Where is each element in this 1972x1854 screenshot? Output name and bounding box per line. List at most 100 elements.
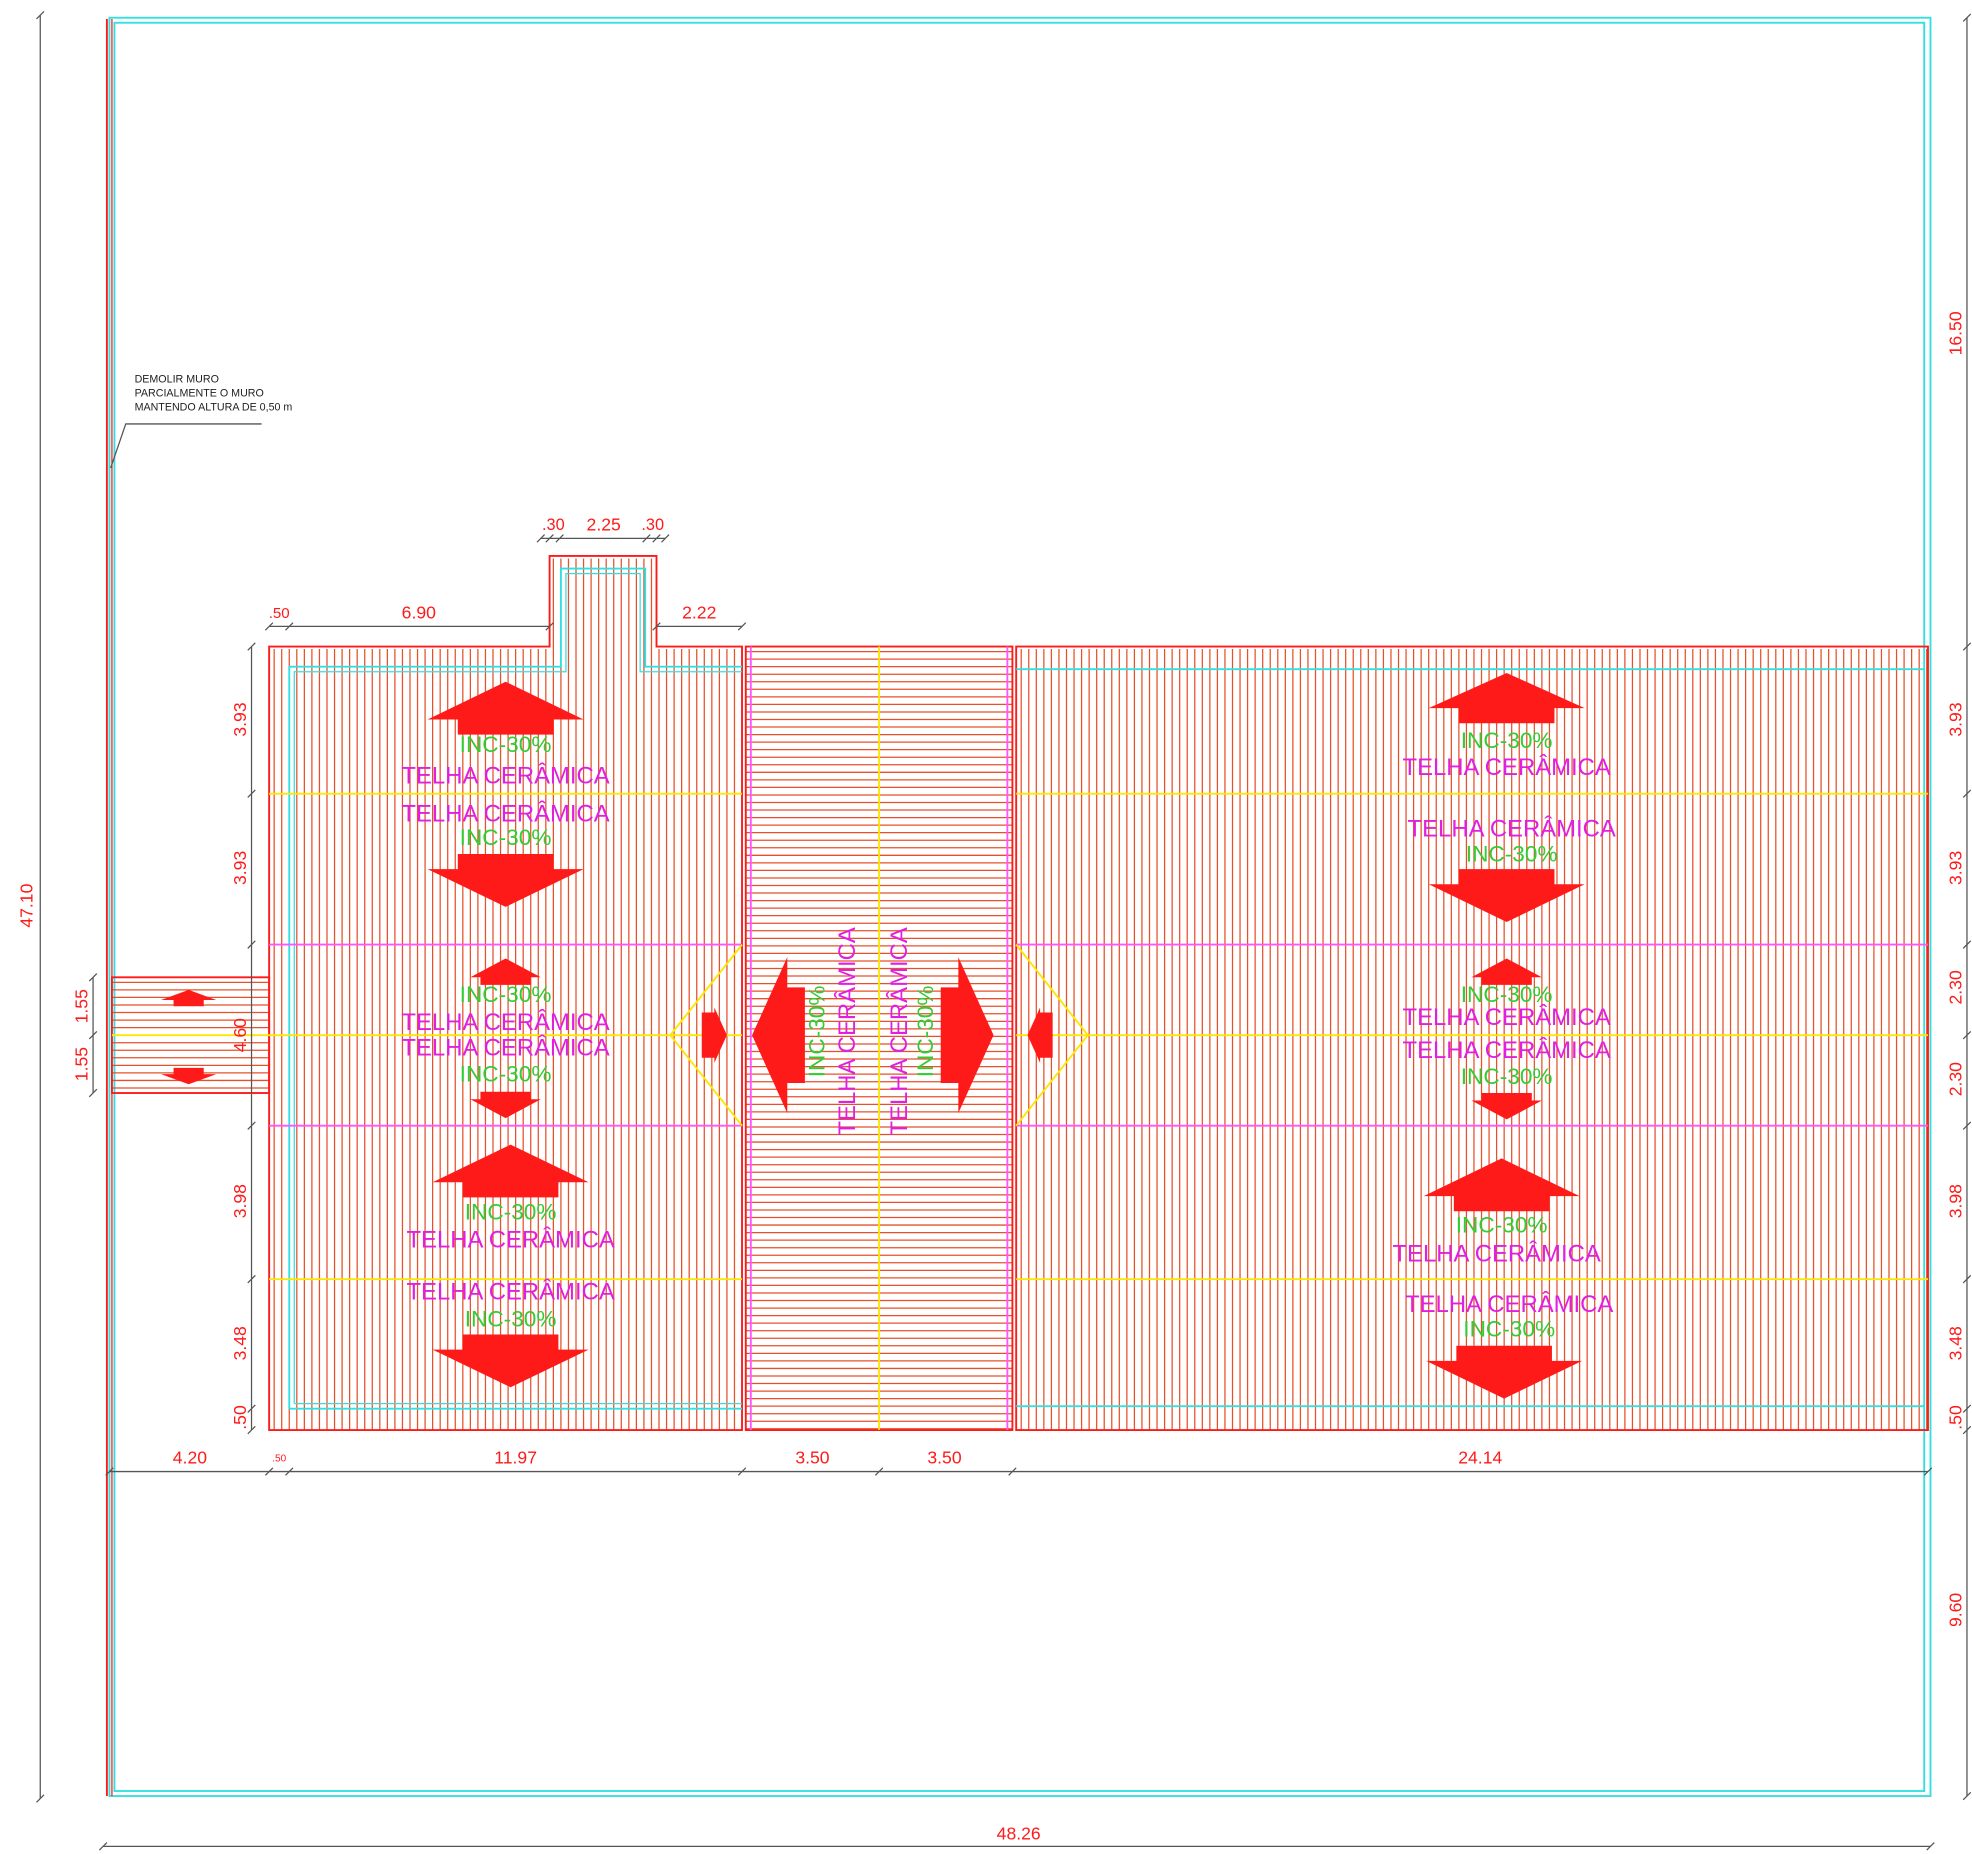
slope-label: INC-30% [465,1200,557,1225]
leader-line [110,423,262,469]
dim-label: .50 [230,1405,250,1430]
slope-label: INC-30% [913,985,938,1077]
material-label: TELHA CERÂMICA [886,927,913,1135]
hip-line [669,944,743,1127]
material-label: TELHA CERÂMICA [1403,1037,1611,1064]
dim-tick [264,622,274,631]
slope-arrow [160,989,217,1007]
material-label: TELHA CERÂMICA [1403,1004,1611,1031]
dim-label: 16.50 [1946,311,1966,355]
slope-arrow [1428,869,1585,922]
material-label: TELHA CERÂMICA [401,800,609,827]
slope-label: INC-30% [1456,1212,1548,1237]
dim-tick [1962,13,1972,22]
slope-arrow [432,1334,589,1388]
dim-label: 3.48 [230,1326,250,1360]
dim-label: .50 [1946,1405,1966,1430]
material-label: TELHA CERÂMICA [1408,815,1616,842]
slope-arrow [1428,672,1585,724]
hatching [111,558,1928,1431]
dim-tick [652,622,661,631]
dim-tick [737,622,747,631]
dim-tick [247,1404,256,1413]
dim-label: 1.55 [72,1047,92,1081]
dim-tick [1923,1467,1933,1476]
dim-label: 48.26 [997,1824,1041,1844]
dim-label: 24.14 [1458,1448,1502,1468]
slope-arrow [432,1144,589,1198]
slope-arrow [427,681,584,735]
dim-label: 3.93 [1946,702,1966,736]
dim-tick [247,1425,256,1435]
dim-label: 9.60 [1946,1593,1966,1627]
annotation-text: MANTENDO ALTURA DE 0,50 m [135,401,293,413]
slope-arrow [1423,1158,1580,1212]
dim-tick [874,1467,884,1476]
material-label: TELHA CERÂMICA [1392,1241,1600,1268]
dim-label: 4.60 [230,1018,250,1052]
material-label: TELHA CERÂMICA [406,1278,614,1305]
material-label: TELHA CERÂMICA [401,1009,609,1036]
material-label: TELHA CERÂMICA [406,1227,614,1254]
slope-label: INC-30% [465,1307,557,1332]
dim-label: 2.22 [682,603,716,623]
slope-label: INC-30% [460,982,552,1007]
dim-tick [545,534,554,543]
dim-label: 2.30 [1946,1062,1966,1096]
dim-label: 47.10 [16,883,36,927]
dim-label: 6.90 [402,603,436,623]
dim-tick [98,1842,108,1851]
dim-label: 1.55 [72,989,92,1023]
dim-label: 3.98 [230,1184,250,1218]
dim-label: .50 [272,1454,286,1465]
material-label: TELHA CERÂMICA [1403,754,1611,781]
material-label: TELHA CERÂMICA [1405,1291,1613,1318]
dim-tick [247,789,256,798]
slope-arrow [160,1067,217,1085]
dim-tick [285,1467,294,1476]
dim-label: .30 [542,516,565,534]
dim-label: 4.20 [173,1448,207,1468]
dim-label: 3.93 [230,702,250,736]
dim-tick [88,1030,98,1040]
dim-tick [652,534,661,543]
dim-tick [36,1794,45,1803]
slope-label: INC-30% [1466,841,1558,866]
dim-label: 11.97 [494,1448,537,1468]
slope-arrow [1471,958,1542,985]
wall-outline [288,567,743,1409]
dim-label: 3.48 [1946,1326,1966,1360]
dim-tick [264,1467,274,1476]
dim-label: 3.93 [1946,851,1966,885]
slope-label: INC-30% [460,825,552,850]
dim-tick [1962,1274,1972,1284]
dim-label: 3.50 [795,1448,829,1468]
material-label: TELHA CERÂMICA [834,927,861,1135]
dim-tick [1962,1030,1972,1040]
dim-tick [1962,1791,1972,1801]
slope-label: INC-30% [460,732,552,757]
slope-arrow [1027,1007,1053,1063]
slope-arrow [1426,1345,1583,1399]
slope-arrow [470,958,541,985]
slope-arrow [427,854,584,907]
dim-tick [737,1467,747,1476]
slope-arrow [752,957,805,1114]
slope-arrow [470,1091,541,1119]
slope-arrow [940,957,994,1114]
dim-tick [1008,1467,1017,1476]
hip-line [1015,944,1090,1127]
dim-tick [285,622,294,631]
dim-tick [247,1274,256,1284]
material-label: TELHA CERÂMICA [401,1034,609,1061]
dim-tick [105,1467,114,1476]
dim-tick [36,10,45,20]
dim-tick [247,642,256,651]
roof-outline [268,555,743,1432]
dim-label: 3.93 [230,851,250,885]
slope-label: INC-30% [1461,1064,1553,1089]
dim-tick [536,534,546,543]
dim-tick [247,1121,256,1130]
